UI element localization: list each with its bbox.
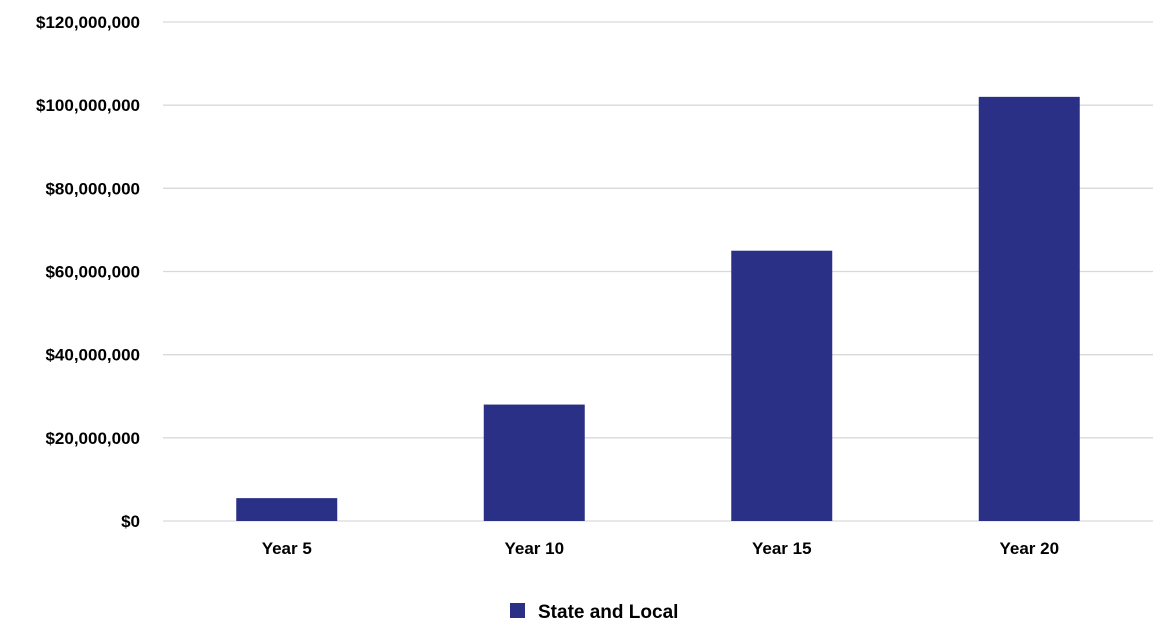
y-tick-label: $60,000,000 [45, 263, 140, 282]
legend-swatch-state-and-local [510, 603, 525, 618]
legend: State and Local [510, 602, 678, 623]
bars [236, 96, 1080, 522]
x-tick-label: Year 5 [262, 539, 312, 558]
bar-year-10 [483, 404, 585, 521]
y-axis-tick-labels: $0 $20,000,000 $40,000,000 $60,000,000 $80,0… [36, 13, 140, 531]
y-tick-label: $0 [121, 512, 140, 531]
y-tick-label: $20,000,000 [45, 429, 140, 448]
gridlines [163, 21, 1153, 522]
y-tick-label: $80,000,000 [45, 179, 140, 198]
bar-year-20 [978, 96, 1080, 521]
x-axis-tick-labels: Year 5 Year 10 Year 15 Year 20 [262, 539, 1059, 558]
bar-year-5 [236, 498, 338, 521]
x-tick-label: Year 20 [999, 539, 1059, 558]
y-tick-label: $40,000,000 [45, 346, 140, 365]
x-tick-label: Year 15 [752, 539, 812, 558]
y-tick-label: $100,000,000 [36, 96, 140, 115]
y-tick-label: $120,000,000 [36, 13, 140, 32]
x-tick-label: Year 10 [504, 539, 564, 558]
bar-year-15 [731, 250, 833, 522]
legend-label-state-and-local: State and Local [538, 602, 678, 623]
